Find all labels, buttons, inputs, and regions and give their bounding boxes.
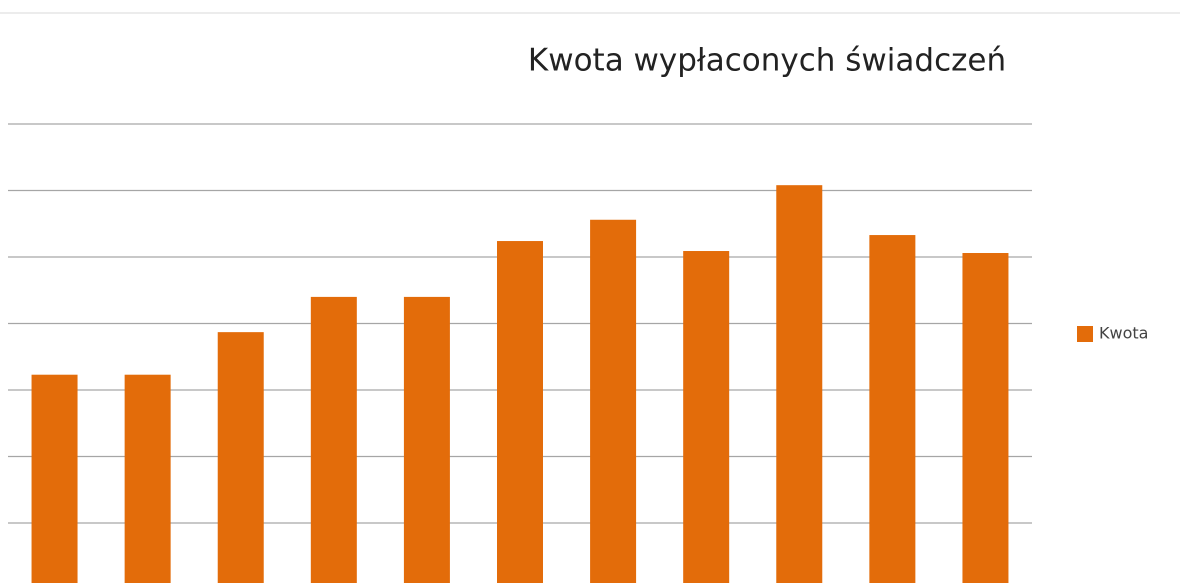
bar — [217, 332, 264, 583]
bar — [31, 374, 78, 583]
bar — [310, 296, 357, 583]
bar — [497, 241, 543, 583]
legend-swatch — [1077, 326, 1093, 342]
bar — [590, 219, 637, 583]
chart-title: Kwota wypłaconych świadczeń — [528, 43, 1006, 79]
bar — [403, 296, 450, 583]
bar — [962, 253, 1009, 583]
legend-label: Kwota — [1099, 324, 1148, 343]
bar — [869, 235, 916, 583]
bar — [776, 185, 823, 583]
bar — [124, 374, 171, 583]
bar — [683, 251, 730, 583]
